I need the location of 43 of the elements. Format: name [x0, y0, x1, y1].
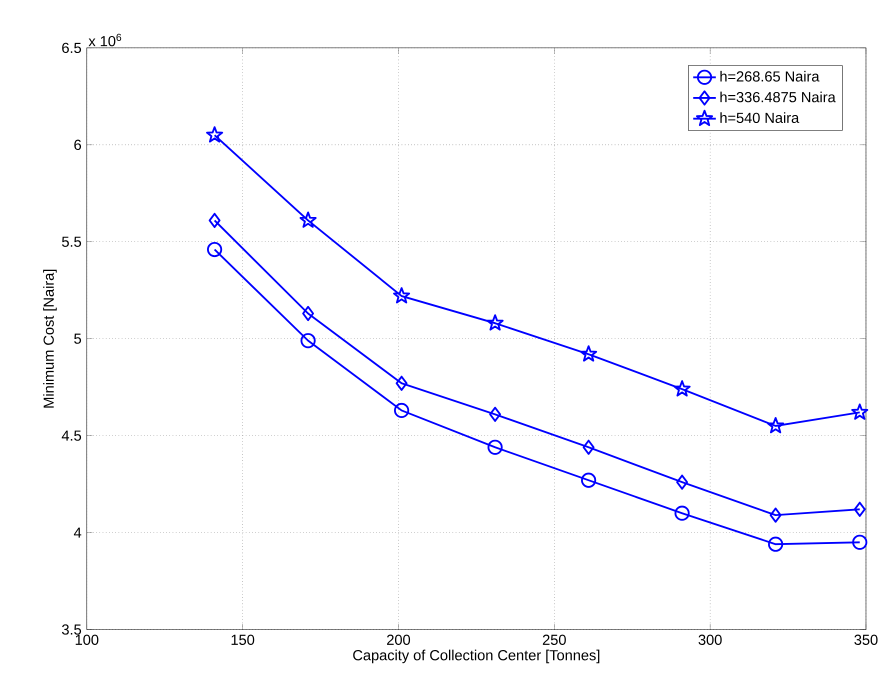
point: [394, 402, 410, 418]
y-tick-label: 5: [74, 333, 82, 344]
x-tick-label: 300: [698, 634, 722, 645]
y-tick-label: 5.5: [62, 236, 82, 247]
x-tick-label: 150: [232, 634, 254, 645]
point: [300, 211, 317, 228]
text: x 10$^{6}$: [88, 34, 122, 46]
point: [488, 440, 503, 455]
point: [854, 502, 866, 517]
x-tick-label: 350: [854, 634, 878, 645]
point: [582, 440, 595, 455]
point: [674, 380, 691, 396]
point: [580, 345, 598, 362]
point: [486, 314, 504, 330]
y-tick-label: 3.5: [62, 624, 82, 634]
point: [768, 536, 784, 552]
x-tick-label: 100: [76, 634, 98, 645]
legend-label: h=540 Naira: [720, 112, 800, 123]
y-tick-label: 6.5: [62, 42, 82, 53]
point: [489, 406, 502, 422]
x-axis-title: Capacity of Collection Center [Tonnes]: [353, 649, 600, 664]
point: [393, 286, 410, 304]
point: [396, 376, 408, 391]
legend-label: h=268.65 Naira: [720, 70, 820, 82]
point: [207, 242, 222, 257]
x-tick-label: 250: [542, 634, 566, 645]
y-tick-label: 4.5: [62, 430, 82, 441]
point: [581, 472, 596, 488]
point: [300, 332, 316, 348]
point: [302, 306, 314, 321]
x-tick-label: 200: [387, 634, 410, 645]
point: [767, 416, 784, 434]
point: [852, 534, 868, 550]
y-axis-title: Minimum Cost [Naira]: [43, 270, 57, 408]
y-tick-label: 4: [74, 527, 82, 538]
point: [206, 126, 224, 142]
point: [851, 403, 868, 420]
point: [208, 212, 221, 228]
point: [674, 505, 690, 521]
legend-label: h=336.4875 Naira: [720, 91, 836, 102]
point: [770, 507, 782, 523]
y-tick-label: 6: [74, 139, 82, 150]
point: [676, 474, 688, 490]
